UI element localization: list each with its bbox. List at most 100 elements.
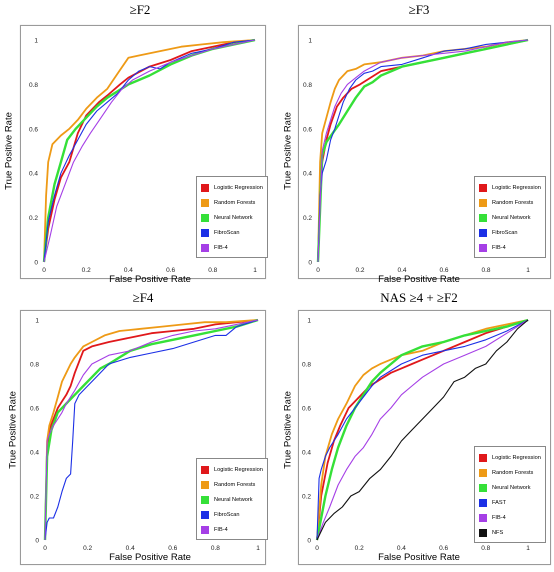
roc-curve-fib-4 <box>43 39 256 263</box>
legend-label: FAST <box>492 499 506 506</box>
legend-item: FibroScan <box>201 225 263 240</box>
y-tick-label: 1 <box>307 318 311 325</box>
y-tick-label: 0.4 <box>302 450 311 457</box>
y-tick-label: 1 <box>34 38 38 45</box>
x-tick-label: 0 <box>43 545 47 552</box>
legend-label: Logistic Regression <box>214 184 263 191</box>
x-tick-label: 0.4 <box>126 545 135 552</box>
legend-swatch <box>201 198 209 207</box>
y-tick-label: 0.2 <box>302 494 311 501</box>
legend-label: Neural Network <box>214 496 253 503</box>
chart-title: NAS ≥4 + ≥F2 <box>380 290 458 305</box>
y-tick-label: 0 <box>34 260 38 267</box>
legend: Logistic Regression Random Forests Neural … <box>474 176 546 258</box>
legend-label: FIB-4 <box>214 526 228 533</box>
legend-swatch <box>479 513 487 522</box>
y-tick-label: 0.8 <box>29 82 38 89</box>
legend-swatch <box>201 465 209 474</box>
x-tick-label: 0.6 <box>166 267 175 274</box>
roc-curve-logistic-regression <box>44 319 259 541</box>
legend-swatch <box>479 453 487 462</box>
legend-label: Logistic Regression <box>492 184 541 191</box>
legend-item: FIB-4 <box>479 510 541 525</box>
y-tick-label: 0.6 <box>303 126 312 133</box>
x-tick-label: 1 <box>526 267 530 274</box>
x-tick-label: 0 <box>42 267 46 274</box>
legend-label: Logistic Regression <box>214 466 263 473</box>
legend-item: Neural Network <box>201 210 263 225</box>
legend-label: FibroScan <box>214 511 240 518</box>
y-tick-label: 0.8 <box>303 82 312 89</box>
legend: Logistic Regression Random Forests Neural … <box>474 446 546 543</box>
x-tick-label: 0.6 <box>439 545 448 552</box>
legend-label: Random Forests <box>492 469 534 476</box>
legend-item: FibroScan <box>201 507 263 522</box>
legend-item: FAST <box>479 495 541 510</box>
roc-curve-logistic-regression <box>316 319 529 541</box>
legend-item: Neural Network <box>201 492 263 507</box>
x-tick-label: 0 <box>315 545 319 552</box>
x-tick-label: 0.2 <box>355 545 364 552</box>
y-tick-label: 0.6 <box>29 126 38 133</box>
y-tick-label: 0.4 <box>30 450 39 457</box>
x-tick-label: 1 <box>256 545 260 552</box>
roc-curve-fib-4 <box>316 319 529 541</box>
y-tick-label: 0.8 <box>30 362 39 369</box>
legend-label: Random Forests <box>214 199 256 206</box>
legend-item: Random Forests <box>479 465 541 480</box>
roc-curve-fibroscan <box>317 39 529 263</box>
legend: Logistic Regression Random Forests Neural … <box>196 458 268 540</box>
legend-item: Random Forests <box>479 195 541 210</box>
legend-swatch <box>201 525 209 534</box>
legend-swatch <box>479 483 487 492</box>
legend-item: FibroScan <box>479 225 541 240</box>
legend: Logistic Regression Random Forests Neural … <box>196 176 268 258</box>
x-axis-label: False Positive Rate <box>378 274 460 285</box>
roc-curve-random-forests <box>43 39 256 263</box>
x-tick-label: 0.2 <box>355 267 364 274</box>
legend-swatch <box>201 480 209 489</box>
legend-item: Logistic Regression <box>201 180 263 195</box>
legend-label: Neural Network <box>492 484 531 491</box>
legend-item: NFS <box>479 525 541 540</box>
legend-swatch <box>201 243 209 252</box>
legend-item: FIB-4 <box>479 240 541 255</box>
x-tick-label: 1 <box>253 267 257 274</box>
legend-item: Logistic Regression <box>479 180 541 195</box>
y-tick-label: 0 <box>35 538 39 545</box>
legend-item: FIB-4 <box>201 240 263 255</box>
legend-swatch <box>201 228 209 237</box>
legend-label: FIB-4 <box>492 514 506 521</box>
x-tick-label: 0.8 <box>481 267 490 274</box>
x-tick-label: 0 <box>316 267 320 274</box>
legend-item: Random Forests <box>201 195 263 210</box>
y-tick-label: 0.4 <box>303 171 312 178</box>
x-tick-label: 0.6 <box>439 267 448 274</box>
roc-curve-fibroscan <box>43 39 256 263</box>
legend-label: FIB-4 <box>214 244 228 251</box>
x-axis-label: False Positive Rate <box>378 552 460 563</box>
y-tick-label: 0.8 <box>302 362 311 369</box>
chart-title: ≥F3 <box>408 2 430 17</box>
x-axis-label: False Positive Rate <box>109 274 191 285</box>
x-tick-label: 0.2 <box>82 267 91 274</box>
y-tick-label: 0.6 <box>30 406 39 413</box>
roc-curve-random-forests <box>44 319 259 541</box>
y-tick-label: 0.2 <box>30 494 39 501</box>
legend-item: Random Forests <box>201 477 263 492</box>
roc-curve-fast <box>316 319 529 541</box>
legend-swatch <box>201 183 209 192</box>
x-tick-label: 0.8 <box>481 545 490 552</box>
legend-label: FibroScan <box>214 229 240 236</box>
x-tick-label: 0.4 <box>397 545 406 552</box>
y-axis-label: True Positive Rate <box>282 391 294 469</box>
legend-item: Neural Network <box>479 480 541 495</box>
legend-swatch <box>479 183 487 192</box>
y-tick-label: 0 <box>307 538 311 545</box>
legend-swatch <box>479 243 487 252</box>
legend-label: Neural Network <box>214 214 253 221</box>
legend-swatch <box>479 213 487 222</box>
legend-label: Random Forests <box>214 481 256 488</box>
